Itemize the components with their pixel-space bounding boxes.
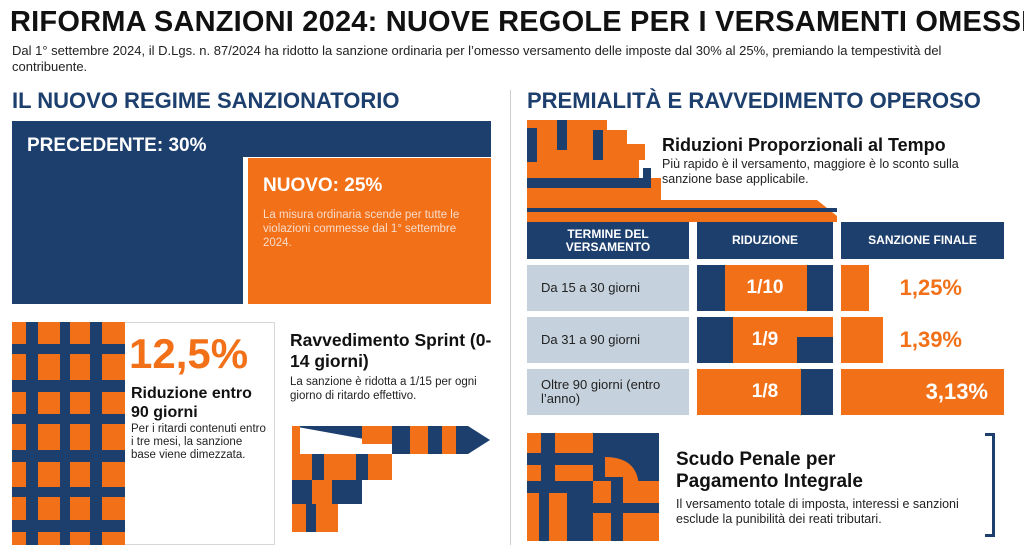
reduction-percent: 12,5% (129, 330, 249, 377)
reductions-text: Più rapido è il versamento, maggiore è l… (662, 157, 959, 186)
section-title-right: PREMIALITÀ E RAVVEDIMENTO OPEROSO (527, 88, 981, 113)
intro-text: Dal 1° settembre 2024, il D.Lgs. n. 87/2… (12, 43, 942, 74)
lattice-pattern (12, 322, 125, 545)
sprint-arrow-graphic (292, 418, 492, 538)
section-title-left: IL NUOVO REGIME SANZIONATORIO (12, 88, 400, 113)
table-header-reduction: RIDUZIONE (697, 222, 833, 259)
new-rate-block (248, 158, 491, 304)
shield-title: Scudo Penale per Pagamento Integrale (676, 449, 863, 492)
table-row-final: 1,25% (899, 275, 962, 300)
table-row-reduction-cell: 1/9 (697, 317, 833, 363)
table-row-reduction: 1/8 (751, 381, 779, 402)
table-row-final-cell (841, 369, 1004, 415)
new-rate-text: La misura ordinaria scende per tutte le … (263, 209, 460, 249)
table-header-term: TERMINE DEL VERSAMENTO (527, 222, 689, 259)
table-row-reduction: 1/10 (746, 277, 784, 298)
shield-graphic (527, 433, 659, 541)
reduction-text: Per i ritardi contenuti entro i tre mesi… (131, 423, 266, 461)
table-row-reduction-cell: 1/10 (697, 265, 833, 311)
table-row-final-cell (841, 265, 1004, 311)
previous-rate-strip (243, 121, 491, 157)
table-header-final: SANZIONE FINALE (841, 222, 1004, 259)
table-row-final: 3,13% (925, 379, 988, 404)
table-row-final-cell (841, 317, 1004, 363)
page-title: RIFORMA SANZIONI 2024: NUOVE REGOLE PER … (10, 6, 1024, 38)
table-row-final: 1,39% (899, 327, 962, 352)
table-row-reduction-cell: 1/8 (697, 369, 833, 415)
sprint-title: Ravvedimento Sprint (0-14 giorni) (290, 330, 492, 371)
reduction-title: Riduzione entro 90 giorni (131, 385, 252, 421)
sprint-text: La sanzione è ridotta a 1/15 per ogni gi… (290, 376, 477, 402)
reductions-title: Riduzioni Proporzionali al Tempo (662, 135, 946, 155)
reduction-card (125, 322, 275, 545)
new-rate-label: NUOVO: 25% (263, 175, 383, 196)
table-row-term: Oltre 90 giorni (entro l’anno) (527, 369, 689, 415)
previous-rate-block (12, 121, 243, 304)
previous-rate-label: PRECEDENTE: 30% (27, 135, 207, 156)
column-divider (510, 90, 511, 545)
table-row-term: Da 15 a 30 giorni (527, 265, 689, 311)
table-row-reduction: 1/9 (751, 329, 779, 350)
bracket-decoration (985, 433, 995, 537)
stairs-graphic (527, 120, 837, 222)
table-row-term: Da 31 a 90 giorni (527, 317, 689, 363)
shield-text: Il versamento totale di imposta, interes… (676, 497, 959, 526)
